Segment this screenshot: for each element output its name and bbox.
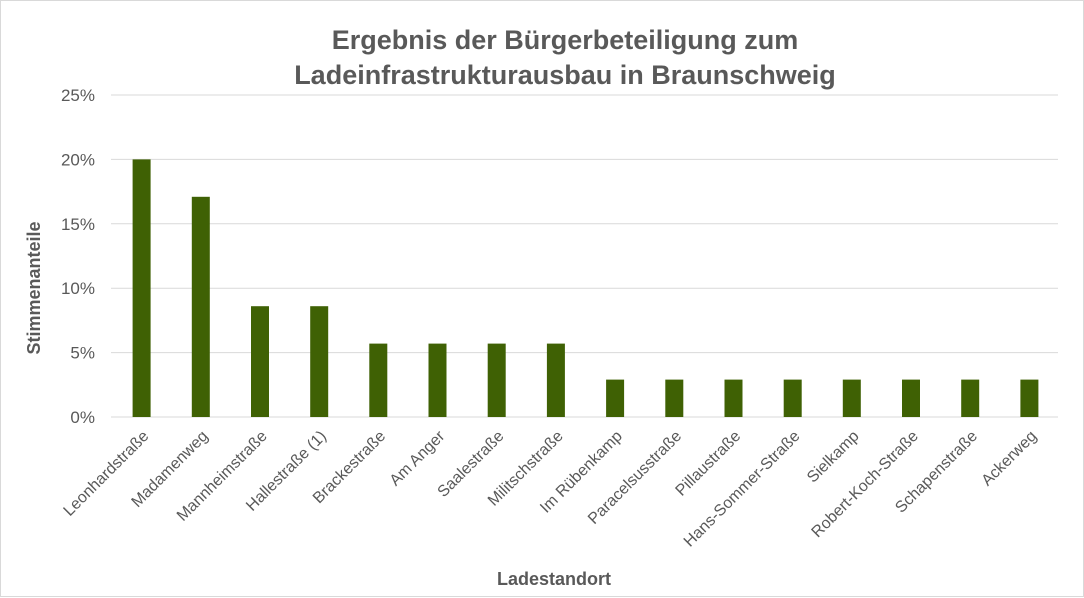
x-tick-label: Robert-Koch-Straße [809, 428, 922, 541]
bars [132, 159, 1039, 417]
x-axis-title: Ladestandort [497, 569, 611, 589]
x-tick-label: Ackerweg [979, 428, 1041, 490]
x-axis-labels: LeonhardstraßeMadamenwegMannheimstraßeHa… [61, 427, 1041, 550]
y-axis-ticks: 0% 5% 10% 15% 20% 25% [61, 86, 95, 427]
y-tick-label: 10% [61, 279, 95, 298]
chart-title-line-2: Ladeinfrastrukturausbau in Braunschweig [294, 60, 836, 90]
y-axis-title: Stimmenanteile [24, 221, 44, 354]
bar [842, 379, 861, 417]
bar [251, 306, 269, 417]
y-tick-label: 15% [61, 215, 95, 234]
bar [487, 343, 506, 417]
bar [606, 379, 625, 417]
x-tick-label: Am Anger [387, 427, 449, 489]
bar [724, 379, 743, 417]
y-tick-label: 0% [70, 408, 95, 427]
bar [369, 343, 388, 417]
chart-title-line-1: Ergebnis der Bürgerbeteiligung zum [332, 25, 799, 55]
bar [902, 379, 920, 417]
bar [665, 379, 684, 417]
bar [783, 379, 802, 417]
bar [428, 343, 447, 417]
bar [132, 159, 151, 417]
y-tick-label: 5% [70, 344, 95, 363]
y-tick-label: 20% [61, 150, 95, 169]
bar [1020, 379, 1039, 417]
bar [310, 306, 329, 417]
x-tick-label: Hans-Sommer-Straße [681, 428, 804, 551]
bar [961, 379, 980, 417]
x-tick-label: Sielkamp [804, 428, 863, 487]
bar [191, 196, 210, 417]
y-tick-label: 25% [61, 86, 95, 105]
bar [546, 343, 565, 417]
